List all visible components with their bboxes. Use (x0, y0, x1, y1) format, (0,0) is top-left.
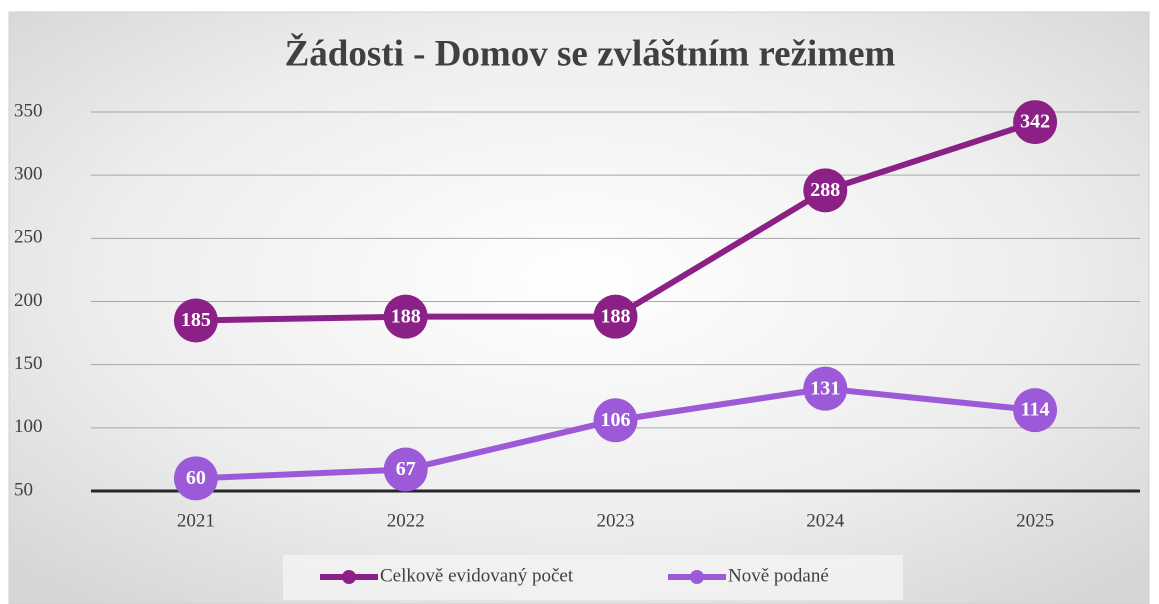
data-label: 67 (396, 458, 416, 480)
data-label: 114 (1021, 399, 1050, 421)
point-marker (1013, 388, 1058, 433)
point-marker (1013, 100, 1058, 145)
data-label: 106 (601, 409, 631, 431)
x-tick-label: 2021 (177, 510, 215, 531)
point-marker (593, 398, 638, 443)
legend-box (283, 555, 903, 600)
y-tick-label: 350 (14, 100, 43, 121)
legend-label: Nově podané (728, 565, 829, 586)
chart-title: Žádosti - Domov se zvláštním režimem (285, 32, 896, 74)
point-marker (173, 298, 218, 343)
legend-label: Celkově evidovaný počet (380, 565, 574, 586)
data-label: 185 (181, 309, 211, 331)
x-tick-label: 2023 (597, 510, 635, 531)
data-label: 288 (810, 179, 840, 201)
y-tick-label: 300 (14, 164, 43, 185)
point-marker (803, 168, 848, 213)
y-tick-label: 100 (14, 416, 43, 437)
y-tick-label: 150 (14, 353, 43, 374)
legend-marker (690, 570, 704, 584)
point-marker (383, 447, 428, 492)
data-label: 342 (1020, 111, 1050, 133)
y-tick-label: 50 (14, 479, 33, 500)
x-tick-label: 2025 (1016, 510, 1054, 531)
legend-marker (342, 570, 356, 584)
point-marker (383, 294, 428, 339)
y-tick-label: 200 (14, 290, 43, 311)
data-label: 188 (601, 305, 631, 327)
point-marker (173, 456, 218, 501)
data-label: 188 (391, 305, 421, 327)
data-label: 131 (810, 377, 840, 399)
y-tick-label: 250 (14, 227, 43, 248)
point-marker (593, 294, 638, 339)
x-tick-label: 2024 (806, 510, 845, 531)
x-tick-label: 2022 (387, 510, 425, 531)
data-label: 60 (186, 467, 206, 489)
point-marker (803, 366, 848, 411)
